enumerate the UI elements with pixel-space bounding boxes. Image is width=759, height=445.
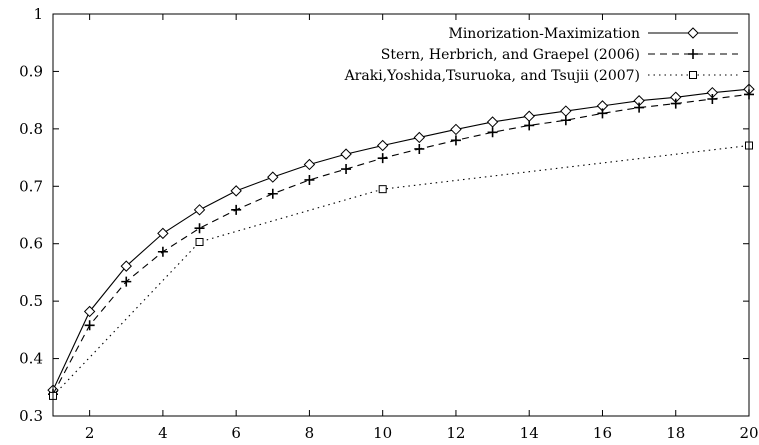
plus-marker [450, 135, 461, 146]
legend-item: Stern, Herbrich, and Graepel (2006) [381, 47, 738, 63]
series-3 [49, 141, 753, 400]
plus-marker [524, 120, 535, 131]
x-tick-label: 16 [593, 424, 612, 442]
diamond-marker [83, 305, 96, 318]
x-tick-label: 18 [666, 424, 685, 442]
x-tick-label: 2 [85, 424, 95, 442]
plus-marker [597, 108, 608, 119]
square-marker [378, 185, 387, 194]
legend-item: Araki,Yoshida,Tsuruoka, and Tsujii (2007… [344, 68, 738, 84]
diamond-marker [267, 171, 279, 183]
diamond-marker [230, 185, 242, 197]
series-2 [48, 89, 754, 400]
diamond-marker [523, 110, 535, 122]
plus-marker [84, 320, 95, 331]
series-line [52, 93, 750, 395]
x-tick-label: 10 [373, 424, 392, 442]
legend-item: Minorization-Maximization [448, 26, 738, 42]
plus-marker [487, 127, 498, 138]
plus-marker [560, 115, 571, 126]
plot-frame [52, 13, 750, 417]
plus-marker [267, 188, 278, 199]
y-tick-label: 0.5 [19, 292, 43, 310]
y-tick-label: 0.7 [19, 177, 43, 195]
plus-marker [157, 246, 168, 257]
diamond-marker [120, 260, 132, 272]
y-tick-label: 0.8 [19, 120, 43, 138]
plus-marker [304, 174, 315, 185]
diamond-marker [560, 105, 572, 117]
x-tick-label: 8 [305, 424, 315, 442]
diamond-marker [303, 158, 316, 171]
legend: Minorization-Maximization Stern, Herbrich… [344, 26, 738, 84]
x-tick-label: 12 [446, 424, 465, 442]
series-line [52, 88, 750, 391]
series-1 [47, 83, 755, 396]
diamond-marker [193, 204, 206, 216]
diamond-marker [486, 116, 499, 128]
x-tick-labels: 2 4 6 8 10 12 14 16 18 20 [85, 424, 759, 442]
plus-marker [121, 276, 132, 287]
y-tick-label: 1 [33, 5, 43, 23]
x-tick-label: 20 [739, 424, 758, 442]
y-tick-label: 0.3 [19, 407, 43, 425]
legend-label: Araki,Yoshida,Tsuruoka, and Tsujii (2007… [344, 68, 640, 84]
plus-marker [707, 93, 718, 104]
plus-marker [341, 164, 352, 175]
plus-marker [670, 98, 681, 109]
plus-marker [414, 143, 425, 154]
diamond-marker [413, 131, 426, 144]
diamond-marker [450, 123, 462, 136]
y-tick-label: 0.9 [19, 62, 43, 80]
plus-marker [231, 204, 242, 215]
axis-ticks [53, 13, 750, 417]
plus-marker [194, 223, 205, 234]
diamond-marker [157, 227, 169, 240]
legend-label: Minorization-Maximization [448, 26, 640, 42]
series-layer [47, 83, 755, 400]
square-marker [195, 237, 204, 246]
diamond-marker [340, 148, 352, 160]
x-tick-label: 6 [231, 424, 241, 442]
series-line [52, 144, 750, 397]
plus-marker [688, 49, 698, 59]
diamond-marker [687, 27, 699, 39]
x-tick-label: 4 [158, 424, 168, 442]
plus-marker [634, 102, 645, 113]
x-tick-label: 14 [520, 424, 539, 442]
y-tick-label: 0.6 [19, 235, 43, 253]
y-tick-labels: 0.3 0.4 0.5 0.6 0.7 0.8 0.9 1 [19, 5, 43, 425]
square-marker [689, 71, 697, 79]
plus-marker [377, 153, 388, 164]
y-tick-label: 0.4 [19, 350, 43, 368]
diamond-marker [376, 139, 389, 152]
legend-label: Stern, Herbrich, and Graepel (2006) [381, 47, 640, 63]
